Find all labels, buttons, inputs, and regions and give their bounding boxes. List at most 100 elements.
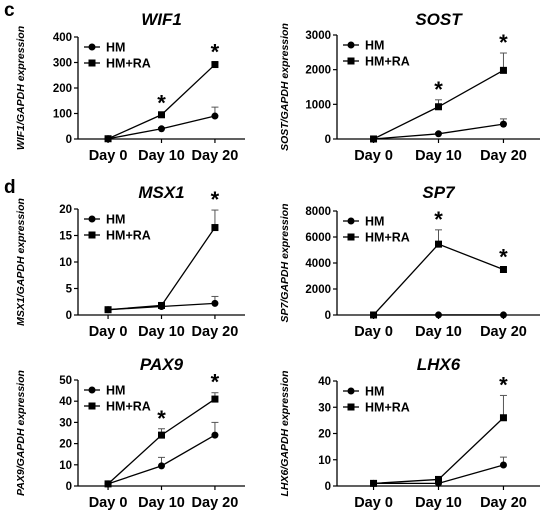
y-tick-label: 2000 xyxy=(305,65,331,77)
y-tick-label: 200 xyxy=(53,83,72,95)
chart-wif1: WIF1 WIF1/GAPDH expression 0 100 200 300 400 Da… xyxy=(15,10,245,164)
x-tick-label: Day 0 xyxy=(89,324,128,340)
legend-item: HM xyxy=(84,41,125,55)
legend-label: HM xyxy=(106,41,125,55)
significance-asterisk: * xyxy=(499,372,508,397)
chart-msx1: MSX1 MSX1/GAPDH expression 0 5 10 15 20 Day 0 Da… xyxy=(15,183,245,340)
y-tick-label: 0 xyxy=(325,134,331,146)
y-tick-label: 3000 xyxy=(305,30,331,42)
legend-item: HM+RA xyxy=(343,55,410,69)
significance-asterisk: * xyxy=(211,187,220,212)
y-axis-label: SP7/GAPDH expression xyxy=(279,203,291,322)
y-axis-label: LHX6/GAPDH expression xyxy=(279,370,291,496)
legend-marker xyxy=(347,41,355,49)
x-tick-label: Day 10 xyxy=(415,495,462,511)
y-tick-label: 10 xyxy=(59,460,72,472)
legend-label: HM+RA xyxy=(106,229,151,243)
legend-label: HM+RA xyxy=(106,400,151,414)
y-axis-label: PAX9/GAPDH expression xyxy=(15,370,27,496)
y-tick-label: 30 xyxy=(59,417,72,429)
legend-marker xyxy=(347,403,355,411)
data-point xyxy=(104,306,112,314)
x-tick-label: Day 0 xyxy=(354,495,393,511)
series-line xyxy=(373,417,504,485)
legend-label: HM+RA xyxy=(365,401,410,415)
y-tick-label: 2000 xyxy=(305,284,331,296)
y-tick-label: 40 xyxy=(59,396,72,408)
data-point xyxy=(211,395,219,403)
y-axis-label: SOST/GAPDH expression xyxy=(279,23,291,151)
panel-label-d: d xyxy=(4,177,16,198)
significance-asterisk: * xyxy=(434,207,443,232)
significance-asterisk: * xyxy=(211,40,220,65)
legend-item: HM+RA xyxy=(84,57,151,71)
chart-pax9: PAX9 PAX9/GAPDH expression 0 10 20 30 40 50 Day … xyxy=(15,355,245,511)
data-point xyxy=(499,66,507,74)
data-point xyxy=(104,135,112,143)
x-tick-label: Day 20 xyxy=(480,148,527,164)
series-hm-ra xyxy=(104,209,219,314)
panel-label-c: c xyxy=(4,0,15,21)
data-point xyxy=(435,311,442,319)
y-tick-label: 40 xyxy=(318,376,331,388)
data-point xyxy=(370,479,378,487)
y-tick-label: 0 xyxy=(66,481,72,493)
x-tick-label: Day 20 xyxy=(480,324,527,340)
y-tick-label: 0 xyxy=(66,134,72,146)
data-point xyxy=(435,475,442,483)
y-tick-label: 15 xyxy=(59,231,72,243)
data-point xyxy=(158,462,165,470)
significance-asterisk: * xyxy=(157,406,166,431)
legend-label: HM xyxy=(365,39,384,53)
series-hm-ra xyxy=(370,52,507,143)
chart-title: LHX6 xyxy=(417,355,461,374)
legend-label: HM xyxy=(106,384,125,398)
series-hm-ra xyxy=(104,61,219,143)
x-tick-label: Day 20 xyxy=(192,148,239,164)
y-tick-label: 20 xyxy=(59,439,72,451)
y-tick-label: 30 xyxy=(318,402,331,414)
data-point xyxy=(211,299,219,307)
data-point xyxy=(435,103,442,111)
legend-item: HM+RA xyxy=(343,401,410,415)
legend-label: HM+RA xyxy=(365,231,410,245)
data-point xyxy=(370,311,378,319)
legend-marker xyxy=(88,59,96,67)
x-tick-label: Day 10 xyxy=(138,148,185,164)
chart-title: PAX9 xyxy=(140,355,184,374)
y-axis-label: MSX1/GAPDH expression xyxy=(15,198,27,326)
series-hm-ra xyxy=(370,229,507,319)
significance-asterisk: * xyxy=(211,370,220,395)
series-line xyxy=(373,243,504,316)
legend-marker xyxy=(347,387,355,395)
y-tick-label: 400 xyxy=(53,32,72,44)
x-tick-label: Day 20 xyxy=(480,495,527,511)
y-tick-label: 300 xyxy=(53,58,72,70)
data-point xyxy=(158,111,165,119)
legend-item: HM xyxy=(343,385,384,399)
chart-title: WIF1 xyxy=(141,10,182,29)
y-tick-label: 1000 xyxy=(305,99,331,111)
legend-marker xyxy=(347,57,355,65)
chart-title: SOST xyxy=(415,10,463,29)
chart-lhx6: LHX6 LHX6/GAPDH expression 0 10 20 30 40 Day 0 D… xyxy=(279,355,540,511)
y-tick-label: 50 xyxy=(59,375,72,387)
data-point xyxy=(499,461,507,469)
legend-marker xyxy=(88,215,96,223)
legend-label: HM xyxy=(106,213,125,227)
data-point xyxy=(499,266,507,273)
y-tick-label: 100 xyxy=(53,109,72,121)
series-hm-ra xyxy=(370,394,507,487)
series-hm xyxy=(370,311,507,319)
significance-asterisk: * xyxy=(499,245,508,270)
x-tick-label: Day 10 xyxy=(415,324,462,340)
y-tick-label: 20 xyxy=(318,429,331,441)
y-tick-label: 10 xyxy=(318,455,331,467)
data-point xyxy=(211,112,219,120)
data-point xyxy=(158,431,165,439)
data-point xyxy=(211,224,219,232)
y-tick-label: 4000 xyxy=(305,258,331,270)
y-tick-label: 10 xyxy=(59,257,72,269)
